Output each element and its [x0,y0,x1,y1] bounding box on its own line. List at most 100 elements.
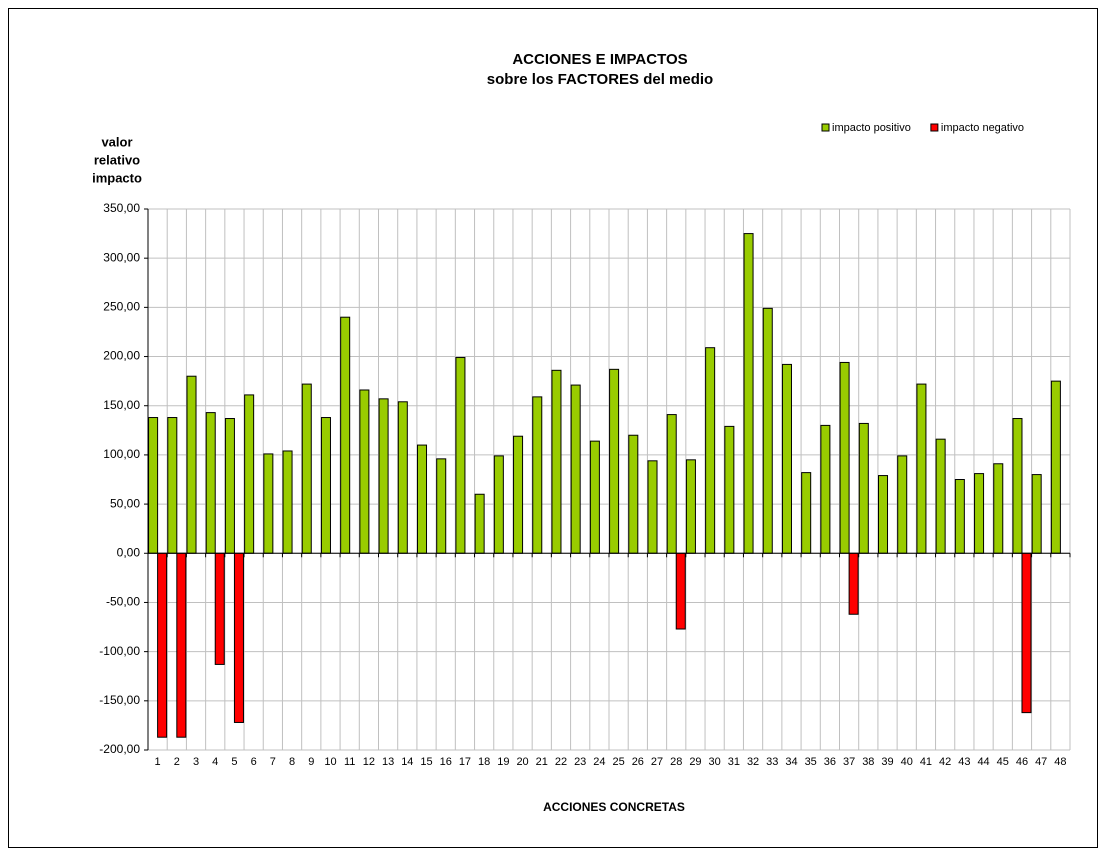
x-tick-label: 46 [1016,756,1028,768]
y-axis-label: valor [101,134,132,149]
bar [233,552,244,723]
y-tick-label: -50,00 [106,595,140,609]
bar [685,459,696,554]
bar [628,434,639,554]
y-axis-label: impacto [92,170,142,185]
x-tick-label: 21 [536,756,548,768]
chart-title: ACCIONES E IMPACTOS [512,51,687,68]
x-tick-label: 29 [689,756,701,768]
y-tick-label: -100,00 [99,644,140,658]
x-tick-label: 9 [308,756,314,768]
bar [743,233,754,554]
bar [359,389,370,554]
x-tick-label: 47 [1035,756,1047,768]
bar [916,383,927,554]
x-tick-label: 22 [555,756,567,768]
bar [897,455,908,554]
y-tick-label: 100,00 [103,447,140,461]
x-tick-label: 40 [901,756,913,768]
bar [974,473,985,554]
y-tick-label: 150,00 [103,398,140,412]
bar [205,412,216,554]
bar [647,460,658,554]
bar [848,552,859,615]
bar [666,414,677,554]
x-tick-label: 37 [843,756,855,768]
x-tick-label: 11 [344,756,355,768]
bar [675,552,686,630]
bar [244,394,255,554]
bar [474,493,485,554]
x-tick-label: 45 [997,756,1009,768]
bar [378,398,389,554]
x-tick-label: 4 [212,756,218,768]
x-tick-label: 3 [193,756,199,768]
bar [839,361,850,554]
x-tick-label: 48 [1054,756,1066,768]
bar [214,552,225,665]
x-tick-label: 38 [862,756,874,768]
x-tick-label: 13 [382,756,394,768]
bar [877,475,889,554]
bar [148,417,159,554]
x-tick-label: 12 [363,756,375,768]
bar [436,458,447,554]
bar [1031,474,1042,554]
bar [224,418,235,554]
x-tick-label: 43 [958,756,970,768]
bar [781,363,792,554]
y-tick-label: -200,00 [99,742,140,756]
bar [455,357,466,554]
x-tick-label: 31 [728,756,740,768]
bar [282,450,293,554]
bar [513,435,524,554]
x-tick-label: 28 [670,756,682,768]
x-tick-label: 16 [440,756,452,768]
x-tick-label: 10 [324,756,336,768]
bar [532,396,543,554]
x-tick-label: 34 [785,756,797,768]
y-tick-label: 350,00 [103,201,140,215]
x-tick-label: 26 [632,756,644,768]
x-tick-label: 15 [420,756,432,768]
bar [167,417,178,554]
x-tick-label: 41 [920,756,932,768]
bar [1012,418,1023,554]
y-axis-label: relativo [94,152,140,167]
x-tick-label: 18 [478,756,490,768]
x-tick-label: 33 [766,756,778,768]
bar [705,347,716,554]
bar [176,552,187,738]
bar [551,369,562,554]
x-tick-label: 44 [977,756,989,768]
y-tick-label: -150,00 [99,693,140,707]
chart-subtitle: sobre los FACTORES del medio [487,71,713,88]
bar [263,453,274,554]
x-tick-label: 19 [497,756,509,768]
bar [416,444,428,554]
bar [301,383,312,554]
x-tick-label: 39 [881,756,893,768]
x-tick-label: 7 [270,756,276,768]
x-tick-label: 25 [612,756,624,768]
bar [762,307,773,554]
bar [1050,380,1061,554]
bar [340,316,351,554]
x-tick-label: 24 [593,756,605,768]
x-tick-label: 36 [824,756,836,768]
x-tick-label: 5 [231,756,237,768]
bar [1021,552,1032,714]
x-tick-label: 6 [251,756,257,768]
y-tick-label: 0,00 [117,545,141,559]
bar [935,438,946,554]
legend-label: impacto positivo [832,122,911,134]
bar [858,422,869,554]
bar [157,552,168,738]
y-tick-label: 50,00 [110,496,140,510]
x-tick-label: 20 [516,756,528,768]
bar [320,417,331,554]
y-tick-label: 250,00 [103,300,140,314]
x-tick-label: 2 [174,756,180,768]
x-tick-label: 8 [289,756,295,768]
legend-label: impacto negativo [941,122,1024,134]
